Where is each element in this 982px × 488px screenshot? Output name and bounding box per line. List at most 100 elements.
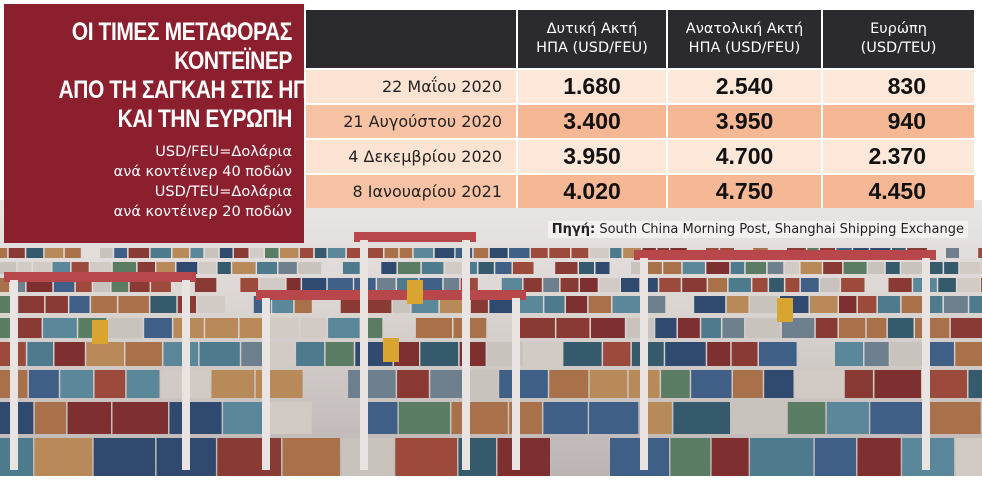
shipping-container <box>13 318 42 338</box>
shipping-container <box>612 296 643 313</box>
shipping-container <box>864 342 889 366</box>
shipping-container <box>114 248 128 258</box>
shipping-container <box>752 278 768 292</box>
rate-us-west: 1.680 <box>516 68 666 103</box>
header-us-west-coast: Δυτική Ακτή ΗΠΑ (USD/FEU) <box>516 10 666 68</box>
shipping-container <box>549 248 570 258</box>
shipping-container <box>169 402 222 434</box>
shipping-container <box>885 262 900 274</box>
shipping-container <box>549 370 589 398</box>
shipping-container <box>868 262 885 274</box>
header-europe: Ευρώπη (USD/TEU) <box>821 10 974 68</box>
shipping-container <box>955 438 982 478</box>
shipping-container <box>563 342 602 366</box>
shipping-container <box>543 402 588 434</box>
shipping-container <box>823 262 843 274</box>
shipping-container <box>571 248 589 258</box>
shipping-container <box>325 342 354 366</box>
shipping-container <box>250 248 264 258</box>
shipping-container <box>342 262 360 274</box>
shipping-container <box>395 438 457 478</box>
shipping-container <box>826 402 869 434</box>
shipping-container <box>363 248 383 258</box>
shipping-container <box>815 318 838 338</box>
shipping-container <box>0 262 17 274</box>
shipping-container <box>413 248 434 258</box>
shipping-container <box>800 262 822 274</box>
crane-leg <box>360 240 368 470</box>
header-date <box>306 10 516 68</box>
shipping-container <box>595 262 610 274</box>
shipping-container <box>665 342 706 366</box>
shipping-container <box>781 318 815 338</box>
shipping-container <box>314 248 327 258</box>
shipping-container <box>722 318 745 338</box>
shipping-container <box>708 278 728 292</box>
shipping-container <box>296 342 325 366</box>
crane-beam <box>4 272 196 282</box>
shipping-container <box>0 248 8 258</box>
row-date: 8 Ιανουαρίου 2021 <box>306 173 516 208</box>
shipping-container <box>524 342 562 366</box>
table-row: 22 Μαΐου 2020 1.680 2.540 830 <box>306 68 974 103</box>
shipping-container <box>560 278 579 292</box>
rate-europe: 4.450 <box>821 173 974 208</box>
shipping-container <box>691 370 732 398</box>
shipping-container <box>957 278 980 292</box>
shipping-container <box>420 342 459 366</box>
unit-note: ανά κοντέινερ 20 ποδών <box>113 204 292 220</box>
shipping-container <box>644 296 666 313</box>
header-us-east-coast: Ανατολική Ακτή ΗΠΑ (USD/FEU) <box>666 10 821 68</box>
shipping-container <box>655 318 677 338</box>
shipping-container <box>364 402 398 434</box>
shipping-container <box>28 370 59 398</box>
shipping-container <box>621 278 640 292</box>
unit-notes: USD/FEU=Δολάρια ανά κοντέινερ 40 ποδών U… <box>14 142 292 222</box>
shipping-container <box>217 438 281 478</box>
source-credit: Πηγή: South China Morning Post, Shanghai… <box>547 221 968 238</box>
shipping-container <box>579 262 594 274</box>
shipping-container <box>327 248 346 258</box>
shipping-container <box>205 318 238 338</box>
shipping-container <box>294 296 312 313</box>
shipping-container <box>328 318 360 338</box>
shipping-container <box>34 402 67 434</box>
shipping-container <box>731 402 787 434</box>
shipping-container <box>392 296 411 313</box>
shipping-container <box>969 296 982 313</box>
shipping-container <box>367 296 392 313</box>
unit-note: ανά κοντέινερ 40 ποδών <box>113 164 292 180</box>
crane-leg <box>182 280 190 470</box>
shipping-container <box>673 402 730 434</box>
shipping-container <box>787 402 826 434</box>
shipping-container <box>91 296 117 313</box>
header-line: (USD/TEU) <box>860 40 937 56</box>
shipping-container <box>489 248 508 258</box>
shipping-container <box>959 262 981 274</box>
shipping-container <box>204 248 219 258</box>
shipping-container <box>52 262 71 274</box>
shipping-container <box>126 370 160 398</box>
shipping-container <box>495 262 512 274</box>
shipping-container <box>194 278 217 292</box>
shipping-container <box>877 296 901 313</box>
crane-spreader <box>407 280 423 304</box>
title-line: ΚΟΝΤΕΪΝΕΡ <box>174 47 292 75</box>
shipping-container <box>489 296 514 313</box>
header-line: Ανατολική Ακτή <box>685 21 804 37</box>
shipping-container <box>901 296 922 313</box>
shipping-container <box>100 248 113 258</box>
shipping-container <box>795 370 844 398</box>
shipping-container <box>603 342 631 366</box>
shipping-container <box>661 370 690 398</box>
rate-us-east: 2.540 <box>666 68 821 103</box>
shipping-container <box>112 262 137 274</box>
shipping-container <box>926 342 954 366</box>
shipping-container <box>268 402 312 434</box>
shipping-container <box>809 296 838 313</box>
shipping-container <box>556 318 590 338</box>
shipping-container <box>444 262 462 274</box>
shipping-container <box>93 438 156 478</box>
